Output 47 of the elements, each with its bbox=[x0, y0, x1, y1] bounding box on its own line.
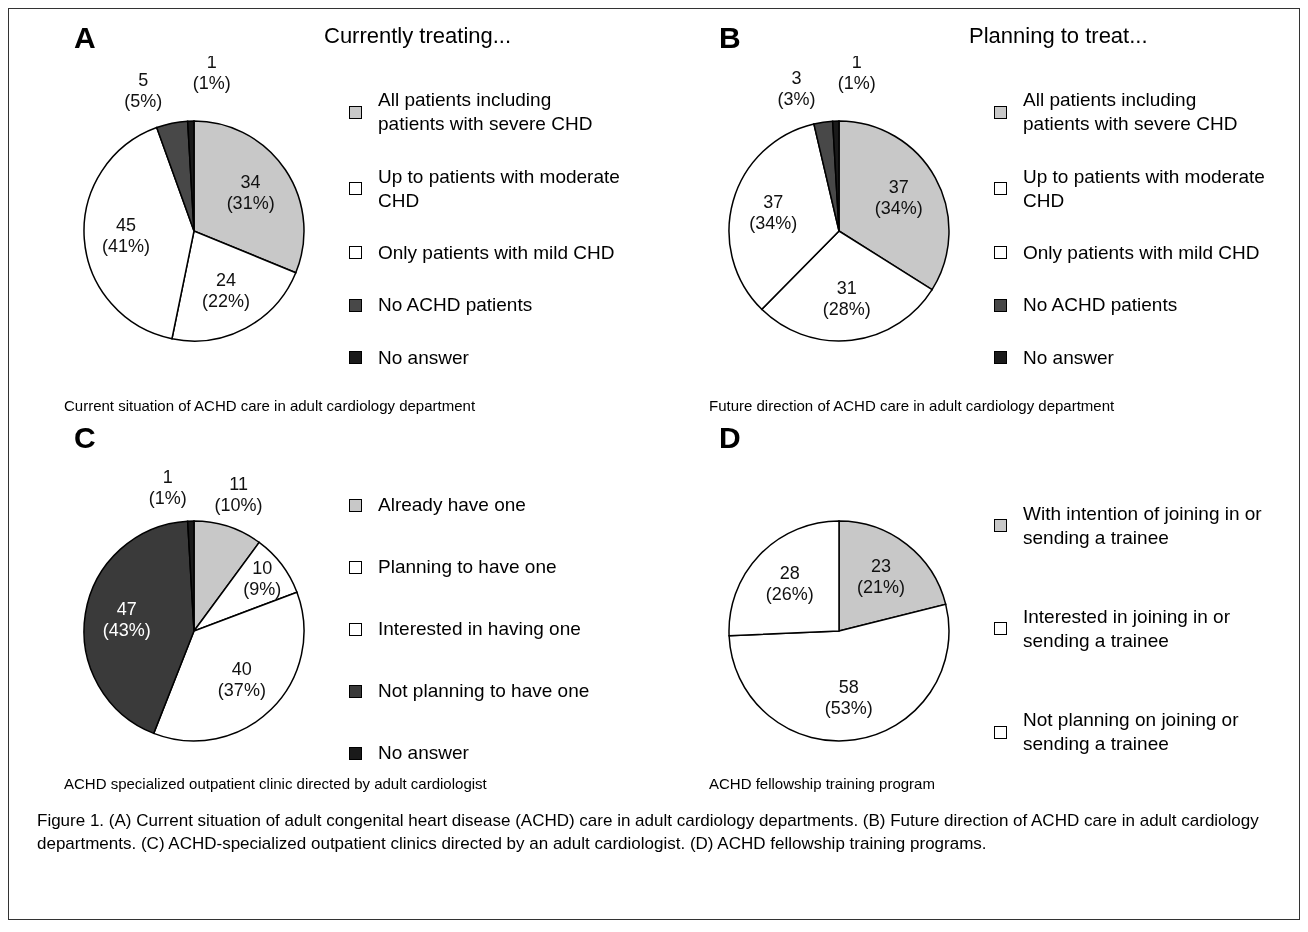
legend-label: Planning to have one bbox=[378, 555, 558, 579]
text: Future direction of ACHD care in adult cardiology department bbox=[709, 397, 1115, 414]
legend-label: With intention of joining in or sending a trainee bbox=[1023, 501, 1263, 550]
legend-label: No answer bbox=[378, 741, 470, 765]
data-label: 23 (21%) bbox=[856, 555, 905, 597]
legend-label: Up to patients with moderate CHD bbox=[1023, 164, 1266, 213]
data-label: 5 (5%) bbox=[124, 69, 163, 111]
data-label: 1 (1%) bbox=[837, 51, 876, 93]
legend-title: Planning to treat... bbox=[969, 23, 1148, 49]
data-label: 40 (37%) bbox=[217, 658, 266, 700]
chart-title: C bbox=[74, 421, 96, 455]
legend-label: Interested in having one bbox=[378, 617, 582, 641]
legend-title: Currently treating... bbox=[324, 23, 512, 49]
legend-label: Not planning on joining or sending a trainee bbox=[1023, 708, 1240, 757]
chart-title: B bbox=[719, 21, 741, 55]
data-label: 1 (1%) bbox=[148, 466, 187, 508]
legend-label: No answer bbox=[1023, 345, 1115, 370]
data-label: 34 (31%) bbox=[226, 171, 275, 213]
data-label: 1 (1%) bbox=[192, 51, 231, 93]
data-label: 24 (22%) bbox=[202, 269, 251, 311]
chart-title: A bbox=[74, 21, 96, 55]
legend-label: No ACHD patients bbox=[1023, 293, 1179, 318]
text: ACHD specialized outpatient clinic directed by adult cardiologist bbox=[64, 775, 487, 792]
legend-label: All patients including patients with severe CHD bbox=[378, 88, 594, 137]
data-label: 47 (43%) bbox=[102, 598, 151, 640]
text: Current situation of ACHD care in adult cardiology department bbox=[64, 397, 476, 414]
legend-label: Only patients with mild CHD bbox=[378, 240, 616, 265]
legend-label: All patients including patients with severe CHD bbox=[1023, 88, 1239, 137]
data-label: 58 (53%) bbox=[824, 677, 873, 719]
text: ACHD fellowship training program bbox=[709, 775, 935, 792]
legend-label: Only patients with mild CHD bbox=[1023, 240, 1261, 265]
legend-label: No answer bbox=[378, 345, 470, 370]
legend-label: Already have one bbox=[378, 493, 527, 517]
data-label: 31 (28%) bbox=[822, 277, 871, 319]
legend-label: Interested in joining in or sending a trainee bbox=[1023, 605, 1231, 653]
data-label: 11 (10%) bbox=[214, 473, 263, 515]
caption: Figure 1. (A) Current situation of adult congenital heart disease (ACHD) care in adult cardiology departments. (B) Future direction of ACHD care in adult cardiology departments. (C) ACHD-specialized outpatient clinics directed by an adult cardiologist. (D) ACHD fellowship training programs. bbox=[37, 810, 1260, 855]
data-label: 28 (26%) bbox=[765, 562, 814, 604]
legend-label: No ACHD patients bbox=[378, 293, 534, 318]
legend-label: Up to patients with moderate CHD bbox=[378, 164, 621, 213]
chart-title: D bbox=[719, 421, 741, 455]
data-label: 37 (34%) bbox=[874, 176, 923, 218]
legend-label: Not planning to have one bbox=[378, 679, 591, 703]
data-label: 45 (41%) bbox=[101, 214, 150, 256]
data-label: 10 (9%) bbox=[243, 557, 282, 599]
data-label: 3 (3%) bbox=[777, 68, 816, 110]
data-label: 37 (34%) bbox=[749, 191, 798, 233]
